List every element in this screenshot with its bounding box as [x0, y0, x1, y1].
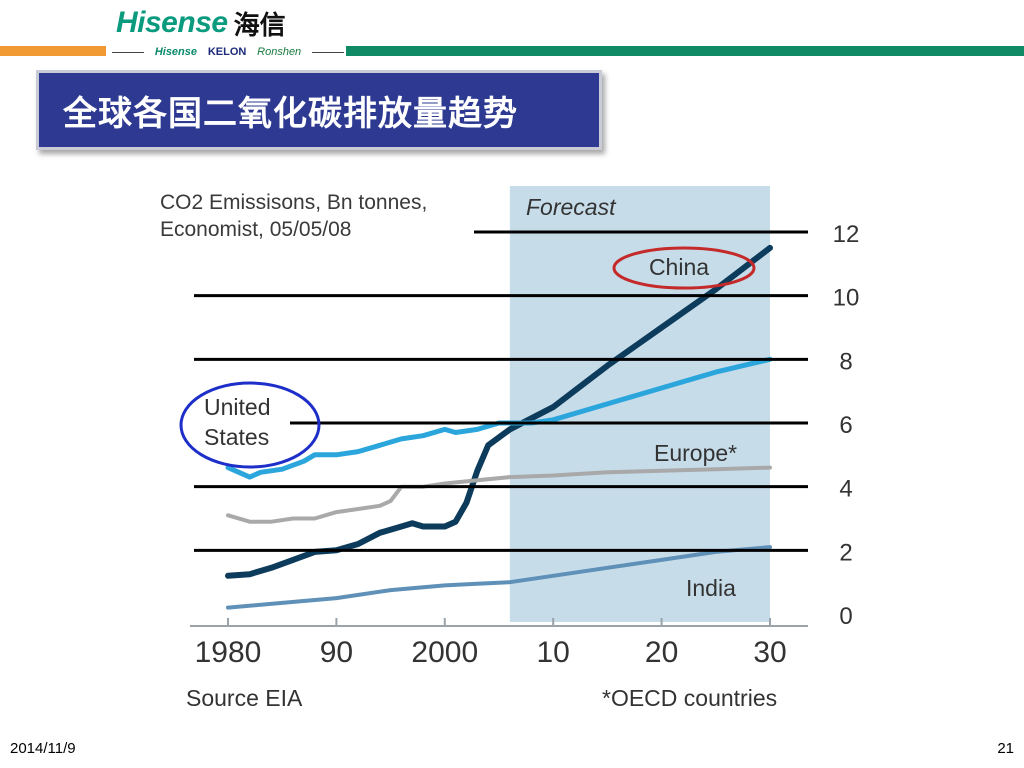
divider	[312, 51, 344, 53]
brand-name-cn: 海信	[233, 10, 286, 41]
y-tick-label: 10	[833, 285, 860, 312]
slide-title-box: 全球各国二氧化碳排放量趋势	[36, 70, 602, 150]
x-tick-label: 10	[537, 636, 570, 669]
x-tick-label: 1980	[195, 636, 262, 669]
footer-date: 2014/11/9	[10, 740, 76, 757]
x-tick-label: 20	[645, 636, 678, 669]
sub-brand-hisense: Hisense	[154, 46, 198, 58]
series-line-us	[225, 356, 773, 480]
series-label-europe: Europe*	[654, 440, 737, 466]
chart-title-line: Economist, 05/05/08	[160, 218, 351, 241]
y-tick-label: 12	[833, 221, 860, 248]
series-label-india: India	[686, 575, 736, 601]
y-tick-label: 8	[839, 348, 852, 375]
y-tick-label: 4	[839, 476, 852, 503]
x-tick-label: 2000	[411, 636, 478, 669]
hisense-logo: Hisense 海信	[116, 6, 286, 41]
series-label-china: China	[649, 254, 709, 280]
series-line-china	[225, 244, 773, 579]
sub-brands-strip: Hisense KELON Ronshen	[112, 44, 344, 60]
footnote: *OECD countries	[602, 685, 777, 711]
chart-title-line: CO2 Emissisons, Bn tonnes,	[160, 191, 427, 214]
slide-title: 全球各国二氧化碳排放量趋势	[63, 93, 518, 134]
series-line-india	[226, 545, 772, 610]
series-label-us: States	[204, 424, 269, 450]
header-bar-orange	[0, 46, 106, 56]
series-label-us: United	[204, 394, 270, 420]
y-tick-label: 0	[839, 603, 852, 630]
china-highlight-circle	[612, 246, 756, 290]
sub-brand-ronshen: Ronshen	[257, 46, 302, 58]
y-tick-label: 2	[839, 539, 852, 566]
us-highlight-circle	[179, 381, 321, 469]
brand-name-en: Hisense	[116, 6, 228, 39]
sub-brand-kelon: KELON	[207, 46, 247, 58]
source-note: Source EIA	[186, 685, 303, 711]
x-tick-label: 30	[753, 636, 786, 669]
header-bar-green	[346, 46, 1024, 56]
divider	[112, 51, 144, 53]
forecast-label: Forecast	[526, 194, 617, 220]
page-number: 21	[997, 740, 1014, 757]
y-tick-label: 6	[839, 412, 852, 439]
x-tick-label: 90	[320, 636, 353, 669]
